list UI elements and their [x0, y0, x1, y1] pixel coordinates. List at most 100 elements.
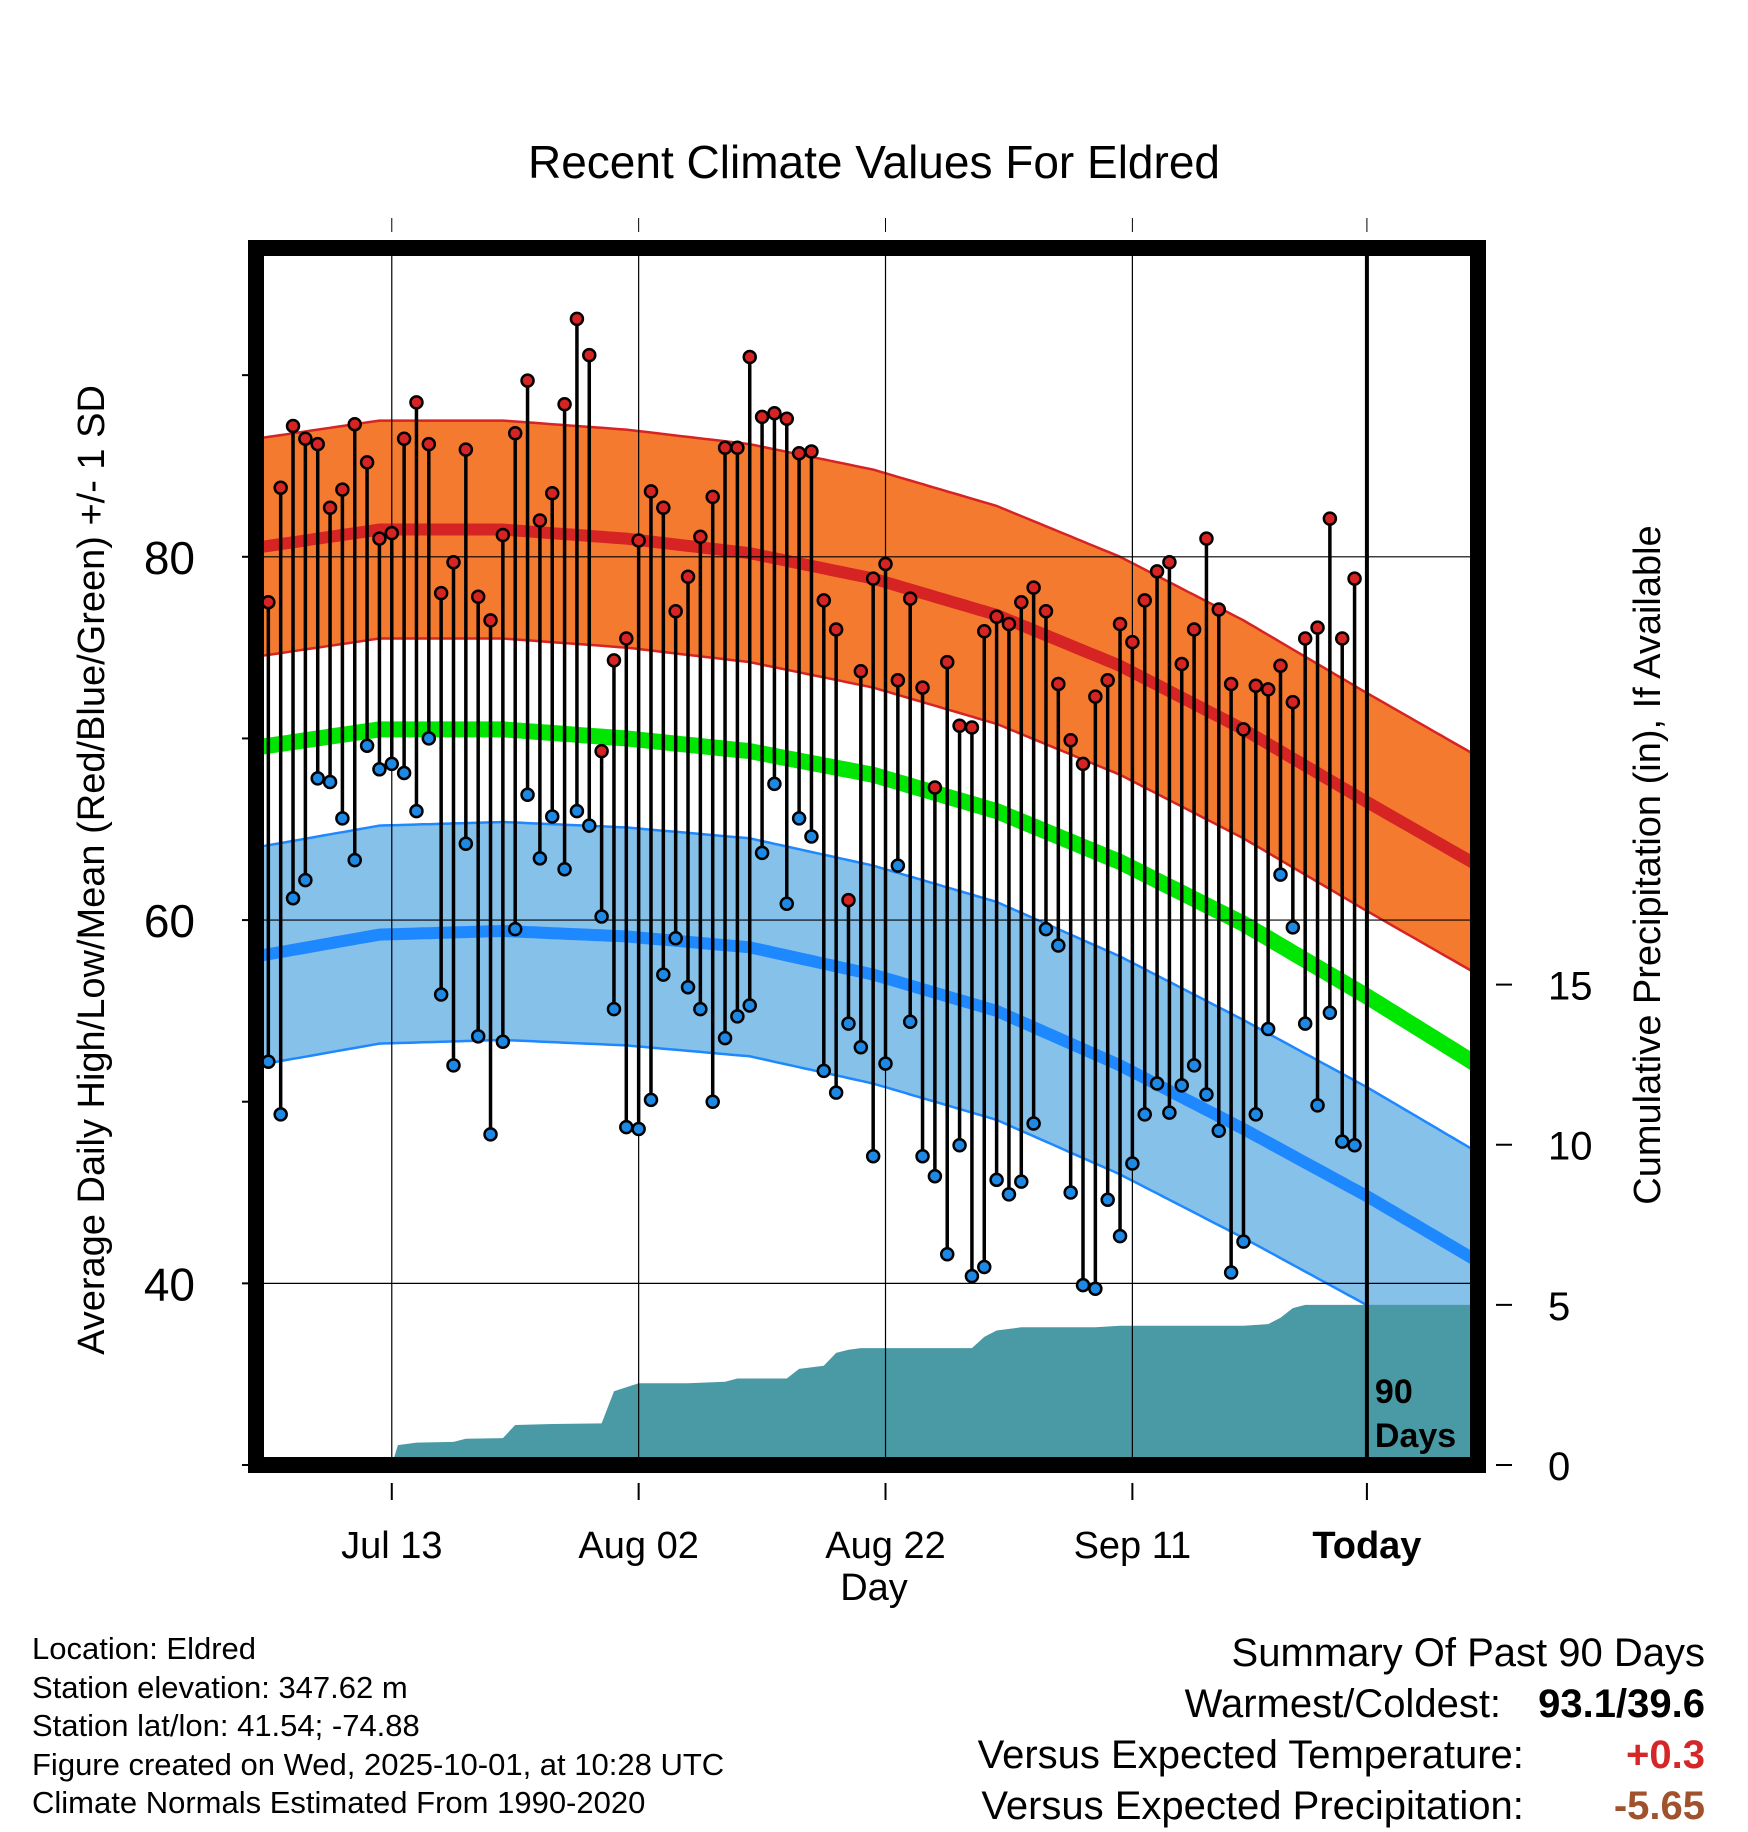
daily-low-point — [1297, 1016, 1313, 1031]
daily-high-point — [1063, 732, 1078, 748]
daily-low-point — [520, 787, 535, 802]
daily-high-point — [582, 347, 597, 363]
daily-low-point — [890, 858, 906, 873]
daily-high-point — [433, 585, 449, 601]
normal-low-band-upper-edge — [256, 820, 1478, 1154]
daily-high-point — [594, 743, 609, 759]
normal-high-band-lower-edge — [256, 637, 1478, 976]
daily-high-point — [1297, 631, 1313, 646]
daily-high-point — [619, 631, 634, 646]
daily-low-point — [557, 861, 572, 877]
daily-low-point — [606, 1001, 622, 1017]
daily-high-point — [977, 624, 992, 639]
daily-low-point — [1149, 1076, 1165, 1091]
daily-low-point — [1285, 920, 1301, 935]
daily-high-point — [470, 589, 486, 605]
daily-high-point — [1026, 580, 1041, 595]
daily-low-point — [668, 930, 683, 946]
daily-low-point — [310, 771, 325, 786]
daily-low-point — [532, 851, 548, 866]
plot-frame — [248, 240, 1486, 1473]
daily-low-point — [273, 1107, 288, 1122]
station-info: Location: Eldred Station elevation: 347.… — [32, 1630, 724, 1823]
daily-high-point — [902, 591, 918, 606]
daily-high-point — [261, 594, 276, 610]
daily-low-point — [717, 1030, 733, 1046]
x-tick-label: Aug 22 — [825, 1525, 945, 1567]
daily-low-point — [730, 1009, 745, 1024]
daily-low-point — [1248, 1107, 1264, 1122]
daily-high-point — [1273, 658, 1288, 674]
daily-low-point — [767, 776, 782, 792]
daily-high-point — [1162, 554, 1177, 570]
daily-low-point — [1051, 938, 1066, 953]
daily-low-point — [1236, 1234, 1251, 1249]
daily-low-point — [458, 836, 474, 852]
normal-high-band-upper-edge — [256, 419, 1478, 758]
x-tick-label: Aug 02 — [578, 1525, 698, 1567]
daily-low-point — [915, 1148, 930, 1164]
daily-high-point — [705, 489, 720, 505]
daily-low-point — [1100, 1192, 1115, 1208]
daily-low-point — [1273, 867, 1288, 882]
daily-high-point — [1223, 676, 1239, 692]
daily-high-point — [1001, 616, 1017, 632]
daily-high-point — [1149, 564, 1165, 579]
daily-high-point — [939, 654, 955, 670]
y-tick-label-left: 40 — [144, 1258, 195, 1310]
daily-high-point — [1038, 604, 1054, 619]
daily-high-point — [730, 440, 745, 456]
location-text: Location: Eldred — [32, 1631, 257, 1666]
daily-low-point — [1260, 1021, 1276, 1037]
climate-chart: Recent Climate Values For Eldred 90 Days J… — [71, 136, 1669, 1609]
daily-high-point — [754, 409, 770, 425]
daily-low-point — [433, 987, 449, 1002]
daily-high-point — [1112, 616, 1128, 632]
daily-low-point — [853, 1039, 869, 1055]
daily-high-point — [828, 622, 844, 637]
daily-low-point — [396, 765, 412, 781]
daily-high-point — [1347, 571, 1362, 586]
daily-high-point — [446, 554, 461, 570]
daily-low-point — [298, 872, 313, 888]
normal-low-band — [256, 822, 1478, 1371]
daily-high-point — [310, 436, 325, 452]
daily-low-point — [680, 980, 696, 995]
daily-high-point — [273, 480, 288, 496]
daily-high-point — [1211, 602, 1227, 617]
normals-text: Climate Normals Estimated From 1990-2020 — [32, 1785, 646, 1820]
chart-title: Recent Climate Values For Eldred — [528, 136, 1220, 188]
today-marker-label: Days — [1375, 1417, 1456, 1455]
daily-high-point — [347, 416, 362, 432]
daily-low-point — [828, 1085, 844, 1100]
normal-mean-line — [256, 721, 1478, 1073]
daily-low-point — [1199, 1087, 1214, 1102]
daily-high-point — [656, 500, 671, 515]
daily-high-point — [520, 373, 535, 388]
daily-high-point — [804, 444, 819, 459]
daily-low-point — [1063, 1185, 1078, 1200]
daily-low-point — [878, 1056, 893, 1071]
daily-low-point — [952, 1138, 967, 1153]
daily-high-point — [952, 718, 967, 733]
y-axis-label-left: Average Daily High/Low/Mean (Red/Blue/Gr… — [71, 385, 113, 1355]
daily-low-point — [1186, 1058, 1202, 1073]
today-marker-label: 90 — [1375, 1373, 1413, 1411]
daily-high-point — [1088, 689, 1103, 704]
created-text: Figure created on Wed, 2025-10-01, at 10… — [32, 1746, 725, 1782]
daily-low-point — [977, 1259, 992, 1275]
daily-high-point — [335, 482, 350, 497]
daily-high-point — [1100, 673, 1115, 688]
summary-warmest-row: Warmest/Coldest: 93.1/39.6 — [978, 1679, 1705, 1730]
summary-panel: Summary Of Past 90 Days Warmest/Coldest:… — [978, 1628, 1705, 1832]
y-tick-label-right: 0 — [1548, 1445, 1570, 1489]
daily-high-point — [841, 892, 856, 908]
daily-high-point — [1236, 722, 1251, 737]
daily-high-point — [421, 436, 437, 452]
daily-high-point — [779, 411, 795, 426]
daily-low-point — [742, 998, 757, 1013]
daily-low-point — [1162, 1105, 1177, 1120]
daily-low-point — [619, 1119, 634, 1135]
daily-low-point — [1026, 1116, 1041, 1131]
daily-low-point — [1137, 1107, 1152, 1122]
